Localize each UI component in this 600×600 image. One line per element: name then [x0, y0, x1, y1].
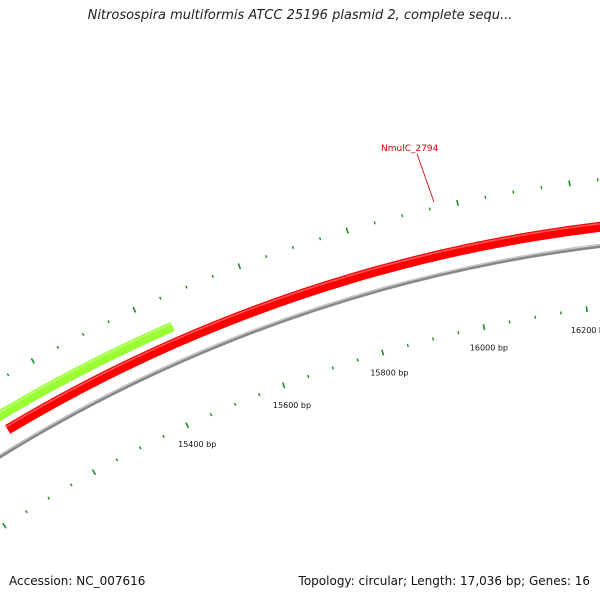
outer-tick [211, 274, 215, 279]
outer-tick [159, 296, 162, 300]
inner-tick [406, 343, 409, 348]
outer-tick [345, 227, 349, 234]
tick-labels: 15400 bp 15600 bp 15800 bp 16000 bp 16200 bp… [178, 326, 600, 449]
inner-tick [2, 522, 7, 529]
inner-tick [47, 496, 51, 500]
outer-tick [81, 332, 85, 337]
outer-tick [132, 306, 137, 313]
inner-tick [209, 412, 213, 417]
outer-tick [568, 180, 571, 187]
outer-tick [373, 221, 376, 225]
inner-tick [91, 469, 97, 476]
outer-tick [30, 357, 35, 364]
outer-tick [237, 263, 242, 270]
tick-label: 16200 bp [571, 326, 600, 335]
outer-tick [56, 345, 60, 350]
outer-tick [107, 320, 110, 324]
gene-label-callout-line [416, 153, 435, 203]
backbone-highlight [0, 244, 600, 456]
outer-tick [401, 214, 404, 218]
inner-tick [508, 320, 511, 324]
inner-tick-ring [2, 306, 588, 529]
accession: Accession: NC_007616 [9, 574, 146, 588]
gene-label-nmulc-2794[interactable]: NmulC_2794 [381, 144, 439, 154]
inner-tick [115, 458, 119, 462]
inner-tick [138, 446, 142, 450]
outer-tick [512, 190, 515, 194]
inner-tick [281, 382, 286, 389]
inner-tick [432, 337, 435, 341]
inner-tick [381, 349, 385, 356]
inner-tick [482, 324, 486, 331]
gene-highlight [5, 223, 600, 428]
gene-feature-1[interactable] [0, 322, 175, 480]
gene-highlight [0, 323, 172, 413]
outer-tick [456, 199, 459, 206]
inner-tick [162, 434, 165, 438]
inner-tick [25, 510, 28, 514]
inner-tick [185, 422, 190, 429]
page-title: Nitrosospira multiformis ATCC 25196 plas… [87, 8, 513, 23]
outer-tick [264, 254, 268, 259]
outer-tick [291, 245, 295, 250]
tick-label: 15600 bp [273, 401, 311, 410]
inner-tick [331, 366, 335, 370]
backbone-circle [0, 243, 600, 459]
inner-tick [585, 306, 588, 313]
outer-tick [428, 207, 431, 211]
outer-tick-ring [6, 178, 599, 377]
tick-label: 16000 bp [470, 344, 508, 353]
inner-tick [356, 358, 359, 362]
tick-label: 15400 bp [178, 440, 216, 449]
summary: Topology: circular; Length: 17,036 bp; G… [298, 574, 590, 588]
inner-tick [69, 483, 73, 487]
outer-tick [318, 237, 322, 241]
gene-features [0, 221, 600, 480]
outer-tick [484, 195, 487, 199]
inner-tick [258, 392, 261, 397]
outer-tick [6, 373, 10, 377]
inner-tick [534, 315, 537, 319]
inner-tick [457, 331, 460, 335]
tick-label: 15800 bp [370, 369, 408, 378]
inner-tick [233, 402, 237, 407]
outer-tick [185, 285, 188, 289]
inner-tick [307, 374, 310, 379]
